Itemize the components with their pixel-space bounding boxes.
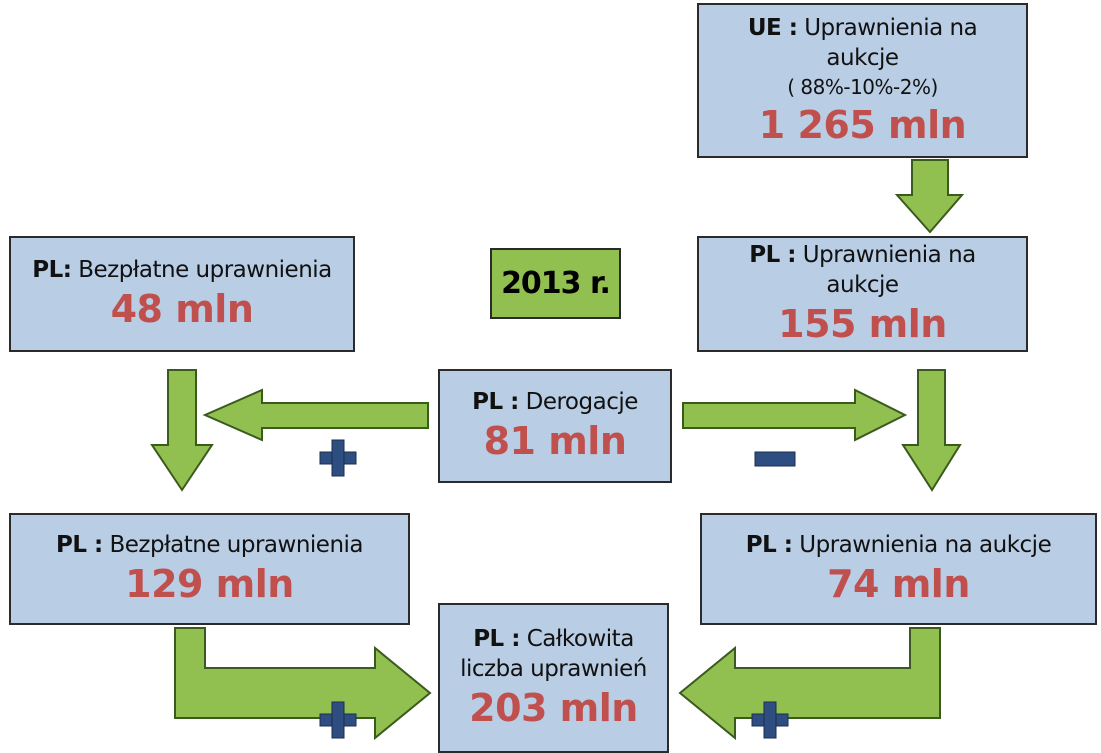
arrow-elbow [678, 627, 941, 741]
year-badge: 2013 r. [490, 248, 621, 319]
node-box: PL : Całkowita liczba uprawnień 203 mln [438, 603, 669, 753]
node-prefix: UE : [747, 14, 798, 41]
node-box: PL: Bezpłatne uprawnienia 48 mln [9, 236, 355, 352]
arrow-down [901, 369, 962, 492]
arrow-elbow [174, 627, 432, 741]
minus-sign [754, 451, 796, 467]
arrow-left [202, 388, 429, 442]
node-heading: PL : Całkowita liczba uprawnień [454, 624, 653, 684]
node-prefix: PL : [745, 532, 793, 558]
plus-sign [319, 701, 357, 739]
node-heading: PL : Uprawnienia na aukcje [745, 530, 1052, 560]
node-label: Całkowita liczba uprawnień [460, 626, 647, 682]
arrow-down [150, 369, 214, 492]
node-value: 1 265 mln [758, 102, 967, 147]
node-heading: UE : Uprawnienia na aukcje [713, 13, 1012, 73]
node-prefix: PL : [55, 532, 103, 558]
node-label: Bezpłatne uprawnienia [109, 532, 364, 558]
node-prefix: PL : [473, 626, 520, 652]
node-prefix: PL : [749, 242, 796, 268]
plus-sign [751, 701, 789, 739]
node-label: Derogacje [525, 389, 639, 415]
node-value: 48 mln [110, 287, 254, 331]
node-label: Uprawnienia na aukcje [802, 242, 976, 298]
node-heading: PL: Bezpłatne uprawnienia [32, 255, 332, 285]
plus-sign [319, 439, 357, 477]
node-note: ( 88%-10%-2%) [787, 74, 938, 99]
node-heading: PL : Bezpłatne uprawnienia [55, 530, 364, 560]
node-prefix: PL : [472, 389, 519, 415]
node-value: 129 mln [125, 562, 294, 606]
node-value: 155 mln [778, 302, 947, 346]
node-label: Uprawnienia na aukcje [804, 14, 978, 71]
node-box: PL : Bezpłatne uprawnienia 129 mln [9, 513, 410, 625]
node-box: PL : Derogacje 81 mln [438, 369, 672, 483]
arrow-right [682, 388, 908, 442]
node-value: 81 mln [483, 419, 627, 463]
node-value: 203 mln [469, 686, 638, 730]
node-label: Bezpłatne uprawnienia [78, 257, 332, 283]
node-label: Uprawnienia na aukcje [799, 532, 1052, 558]
node-value: 74 mln [827, 562, 970, 606]
node-box: PL : Uprawnienia na aukcje 155 mln [697, 236, 1028, 352]
arrow-down [894, 159, 965, 234]
node-heading: PL : Derogacje [472, 387, 638, 417]
node-heading: PL : Uprawnienia na aukcje [713, 240, 1012, 300]
node-prefix: PL: [32, 257, 72, 283]
node-box: PL : Uprawnienia na aukcje 74 mln [700, 513, 1097, 625]
node-box: UE : Uprawnienia na aukcje( 88%-10%-2%) 1… [697, 3, 1028, 158]
